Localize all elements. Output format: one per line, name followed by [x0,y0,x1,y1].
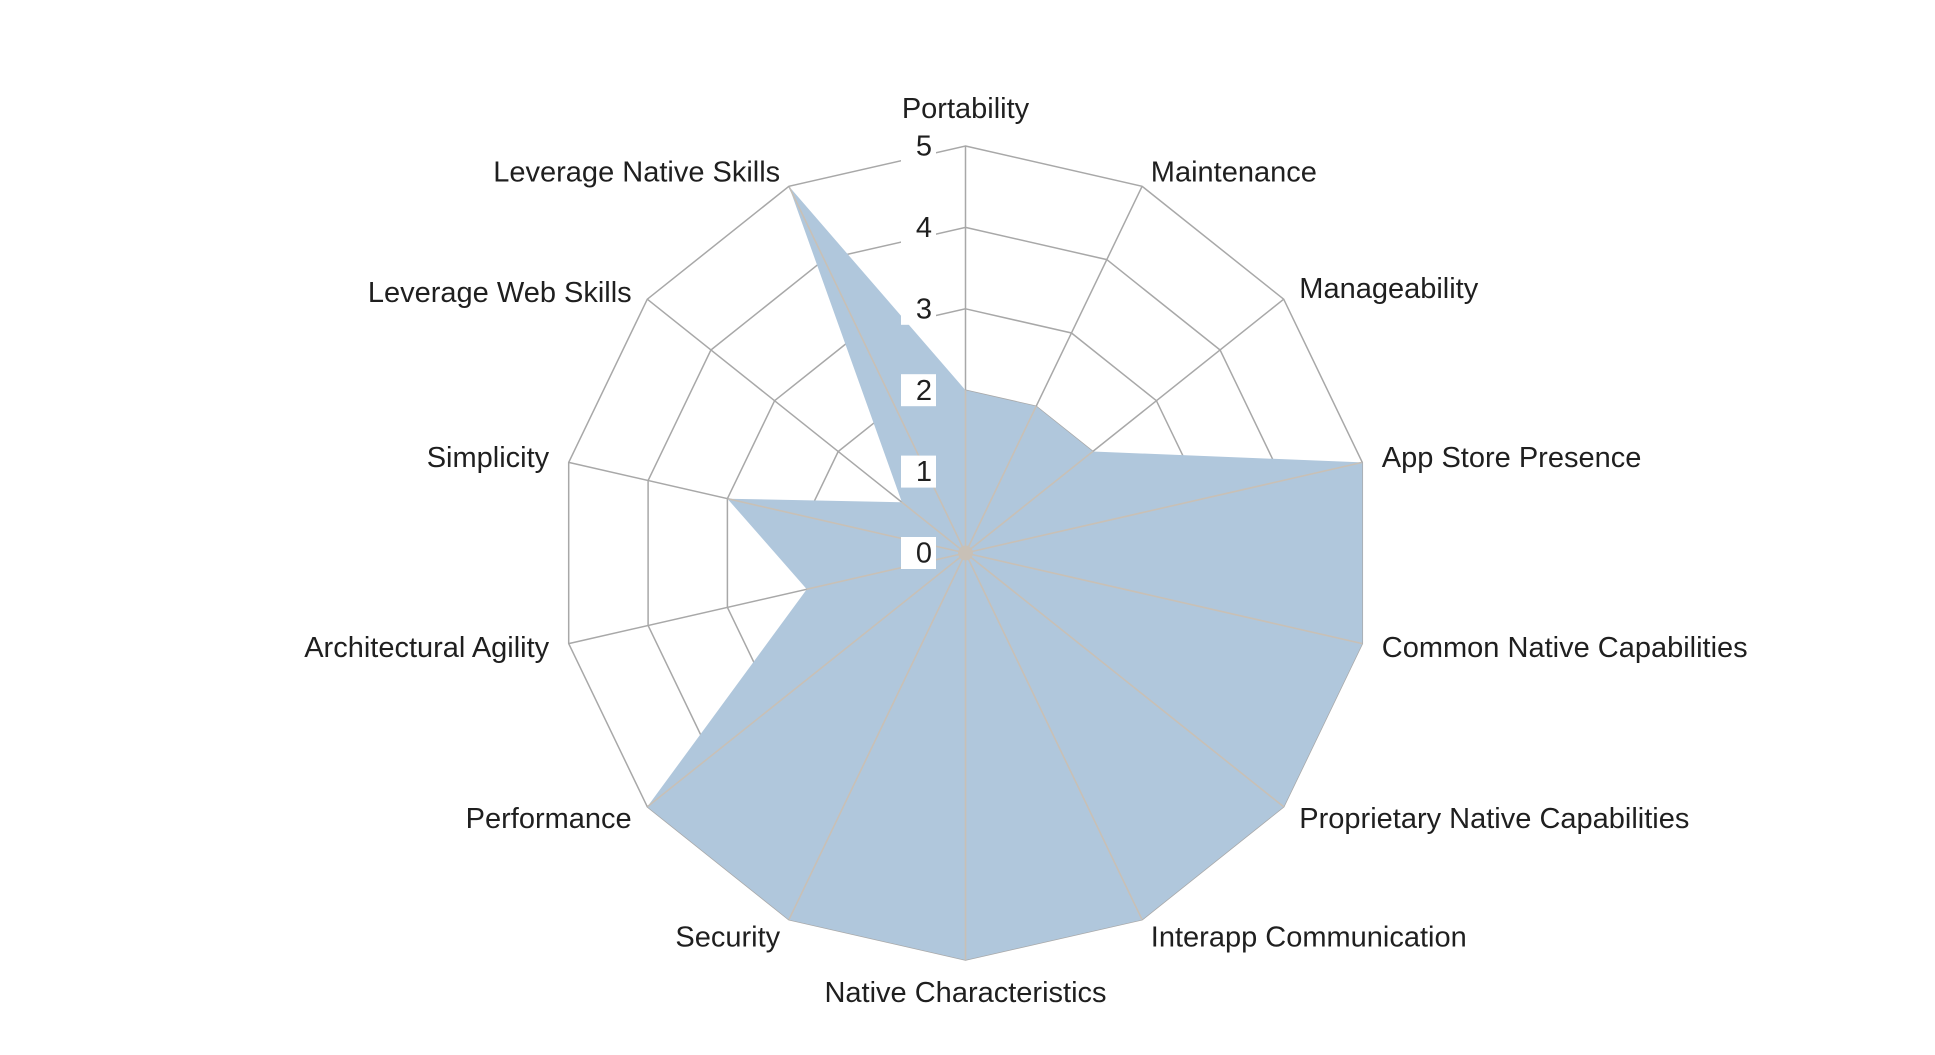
svg-text:5: 5 [916,131,932,163]
svg-text:Interapp Communication: Interapp Communication [1151,922,1467,954]
svg-text:Proprietary Native Capabilitie: Proprietary Native Capabilities [1299,803,1689,835]
svg-text:App Store Presence: App Store Presence [1382,442,1642,474]
svg-text:Native Characteristics: Native Characteristics [824,977,1106,1009]
svg-text:Leverage Native Skills: Leverage Native Skills [493,156,780,188]
svg-text:Manageability: Manageability [1299,273,1478,305]
svg-text:0: 0 [916,538,932,570]
svg-text:Maintenance: Maintenance [1151,156,1317,188]
svg-text:2: 2 [916,375,932,407]
svg-text:4: 4 [916,212,932,244]
svg-text:Simplicity: Simplicity [427,442,550,474]
svg-text:Common Native Capabilities: Common Native Capabilities [1382,632,1748,664]
svg-text:Leverage Web Skills: Leverage Web Skills [368,277,632,309]
svg-text:Architectural Agility: Architectural Agility [304,632,549,664]
svg-text:1: 1 [916,456,932,488]
svg-text:Performance: Performance [466,803,632,835]
svg-text:Security: Security [675,922,780,954]
svg-text:3: 3 [916,293,932,325]
svg-text:Portability: Portability [902,93,1030,125]
